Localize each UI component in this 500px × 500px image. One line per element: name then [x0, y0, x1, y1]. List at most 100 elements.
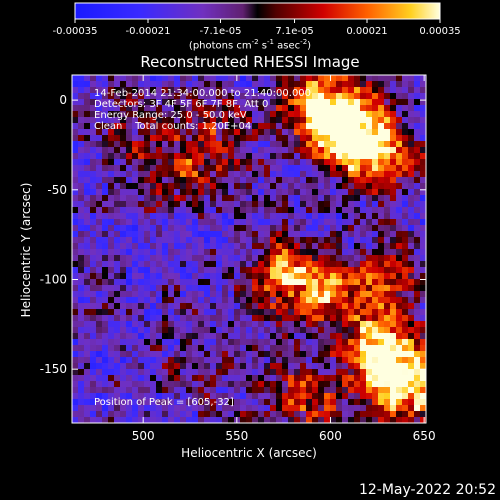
- heatmap-cell: [324, 351, 331, 358]
- heatmap-cell: [360, 111, 367, 118]
- heatmap-cell: [138, 309, 145, 316]
- heatmap-cell: [318, 417, 325, 423]
- heatmap-cell: [342, 213, 349, 220]
- heatmap-cell: [270, 417, 277, 423]
- heatmap-cell: [384, 309, 391, 316]
- heatmap-cell: [282, 99, 289, 106]
- heatmap-cell: [306, 225, 313, 232]
- heatmap-cell: [330, 369, 337, 376]
- heatmap-cell: [150, 201, 157, 208]
- heatmap-cell: [366, 201, 373, 208]
- heatmap-cell: [348, 207, 355, 214]
- heatmap-cell: [276, 255, 283, 262]
- heatmap-cell: [240, 117, 247, 124]
- heatmap-cell: [228, 327, 235, 334]
- heatmap-cell: [270, 351, 277, 358]
- heatmap-cell: [180, 189, 187, 196]
- heatmap-cell: [342, 249, 349, 256]
- heatmap-cell: [198, 345, 205, 352]
- heatmap-cell: [324, 117, 331, 124]
- heatmap-cell: [180, 195, 187, 202]
- heatmap-cell: [372, 285, 379, 292]
- heatmap-cell: [234, 303, 241, 310]
- heatmap-cell: [240, 147, 247, 154]
- heatmap-cell: [330, 219, 337, 226]
- heatmap-cell: [390, 177, 397, 184]
- heatmap-cell: [126, 273, 133, 280]
- heatmap-cell: [228, 189, 235, 196]
- heatmap-cell: [360, 99, 367, 106]
- heatmap-cell: [114, 117, 121, 124]
- heatmap-cell: [150, 237, 157, 244]
- heatmap-cell: [336, 243, 343, 250]
- heatmap-cell: [216, 75, 223, 82]
- heatmap-cell: [348, 237, 355, 244]
- heatmap-cell: [360, 411, 367, 418]
- heatmap-cell: [246, 183, 253, 190]
- heatmap-cell: [240, 327, 247, 334]
- heatmap-cell: [390, 147, 397, 154]
- heatmap-cell: [252, 417, 259, 423]
- heatmap-cell: [234, 129, 241, 136]
- heatmap-cell: [414, 357, 421, 364]
- heatmap-cell: [132, 291, 139, 298]
- heatmap-cell: [318, 381, 325, 388]
- heatmap-cell: [144, 303, 151, 310]
- heatmap-cell: [222, 309, 229, 316]
- heatmap-cell: [144, 225, 151, 232]
- heatmap-cell: [330, 159, 337, 166]
- heatmap-cell: [366, 255, 373, 262]
- heatmap-cell: [276, 213, 283, 220]
- heatmap-cell: [306, 123, 313, 130]
- heatmap-cell: [342, 405, 349, 412]
- heatmap-cell: [228, 159, 235, 166]
- heatmap-cell: [348, 321, 355, 328]
- heatmap-cell: [84, 87, 91, 94]
- heatmap-cell: [240, 141, 247, 148]
- heatmap-cell: [72, 207, 79, 214]
- heatmap-cell: [234, 177, 241, 184]
- heatmap-cell: [318, 261, 325, 268]
- heatmap-cell: [192, 183, 199, 190]
- heatmap-cell: [270, 219, 277, 226]
- heatmap-cell: [420, 231, 426, 238]
- heatmap-cell: [246, 201, 253, 208]
- heatmap-cell: [96, 123, 103, 130]
- heatmap-cell: [84, 333, 91, 340]
- heatmap-cell: [294, 315, 301, 322]
- heatmap-cell: [78, 297, 85, 304]
- heatmap-cell: [246, 195, 253, 202]
- heatmap-cell: [252, 111, 259, 118]
- heatmap-cell: [72, 333, 79, 340]
- heatmap-cell: [198, 405, 205, 412]
- heatmap-cell: [366, 111, 373, 118]
- heatmap-cell: [366, 219, 373, 226]
- heatmap-cell: [78, 75, 85, 82]
- heatmap-cell: [258, 153, 265, 160]
- heatmap-cell: [222, 417, 229, 423]
- heatmap-cell: [174, 387, 181, 394]
- heatmap-cell: [288, 273, 295, 280]
- heatmap-cell: [210, 99, 217, 106]
- heatmap-cell: [180, 165, 187, 172]
- heatmap-cell: [102, 399, 109, 406]
- heatmap-cell: [360, 189, 367, 196]
- heatmap-cell: [186, 147, 193, 154]
- heatmap-cell: [318, 411, 325, 418]
- heatmap-cell: [312, 141, 319, 148]
- heatmap-cell: [108, 285, 115, 292]
- heatmap-cell: [246, 75, 253, 82]
- heatmap-cell: [252, 321, 259, 328]
- heatmap-cell: [354, 261, 361, 268]
- heatmap-cell: [120, 231, 127, 238]
- heatmap-cell: [108, 411, 115, 418]
- heatmap-cell: [330, 315, 337, 322]
- heatmap-cell: [180, 213, 187, 220]
- heatmap-cell: [396, 279, 403, 286]
- heatmap-cell: [312, 369, 319, 376]
- heatmap-cell: [174, 153, 181, 160]
- heatmap-cell: [156, 267, 163, 274]
- heatmap-cell: [288, 411, 295, 418]
- heatmap-cell: [120, 327, 127, 334]
- heatmap-cell: [174, 117, 181, 124]
